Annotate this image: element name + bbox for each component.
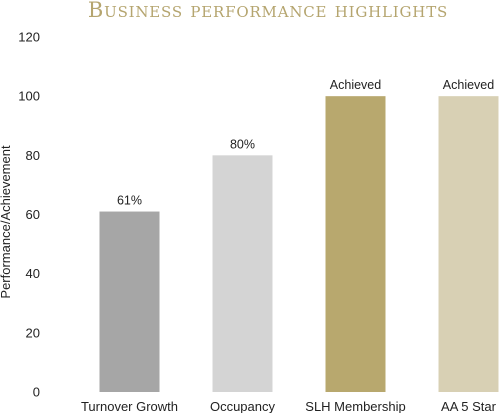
y-axis-label: Performance/Achievement	[0, 145, 13, 299]
data-label: Achieved	[330, 78, 381, 92]
bar-slh-membership	[325, 96, 386, 393]
bar-occupancy	[212, 155, 273, 392]
bar-turnover-growth	[99, 211, 160, 392]
data-labels: 61% 80% Achieved Achieved	[117, 78, 494, 207]
y-tick-label: 20	[26, 325, 40, 340]
y-tick-label: 60	[26, 207, 40, 222]
y-tick-label: 80	[26, 148, 40, 163]
x-axis-labels: Turnover Growth Occupancy SLH Membership AA…	[81, 399, 497, 413]
data-label: 80%	[230, 137, 255, 151]
x-tick-label: AA 5 Star	[441, 399, 497, 413]
y-axis-ticks: 0 20 40 60 80 100 120	[18, 30, 40, 400]
bars	[99, 96, 499, 393]
y-tick-label: 0	[33, 385, 40, 400]
y-tick-label: 100	[18, 89, 40, 104]
x-tick-label: Occupancy	[210, 399, 276, 413]
y-tick-label: 40	[26, 266, 40, 281]
bar-aa-5-star	[438, 96, 499, 393]
y-tick-label: 120	[18, 30, 40, 45]
x-tick-label: Turnover Growth	[81, 399, 178, 413]
data-label: 61%	[117, 194, 142, 208]
chart-title: Business performance highlights	[88, 0, 448, 22]
data-label: Achieved	[443, 78, 494, 92]
x-tick-label: SLH Membership	[305, 399, 405, 413]
